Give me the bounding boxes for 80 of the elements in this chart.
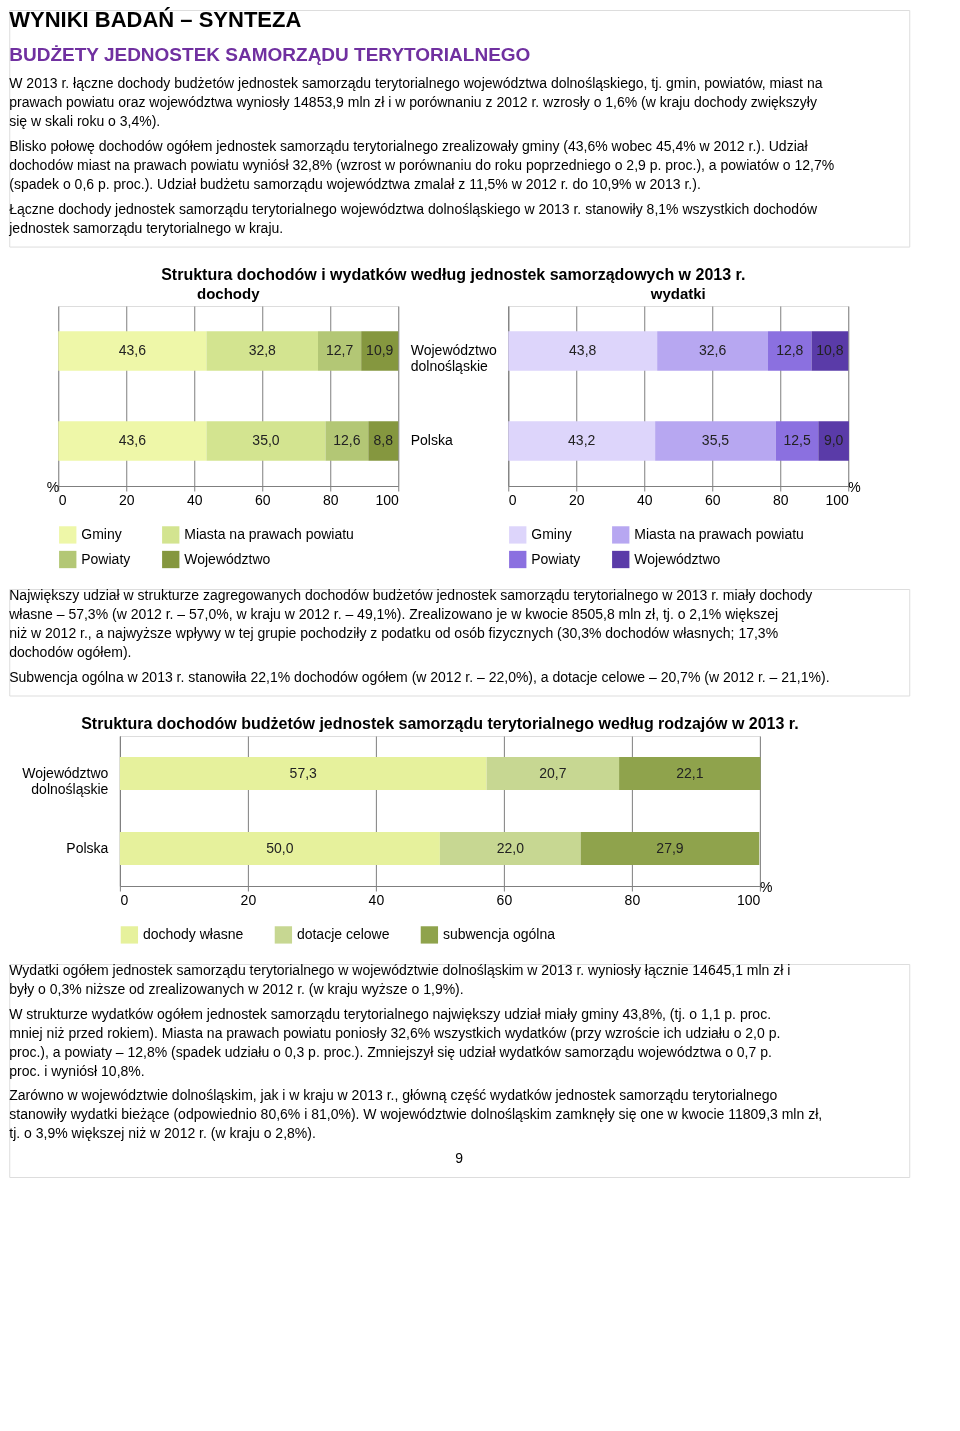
legend-label: Województwo [634,550,721,567]
text: Struktura dochodów i wydatków według jednostek samorządowych w 2013 r. [161,265,746,283]
x-tick-label: 20 [118,491,135,508]
x-axis-title: % [848,478,861,495]
y-tick-label: Polska [410,432,453,448]
x-tick-label: 80 [772,491,789,508]
text: Blisko połowę dochodów ogółem jednostek samorządu terytorialnego zrealizowały gminy (43,6% wobec 45,4% w 2012 r.). Udział dochodów miast na prawach powiatu wyniósł 32,8% (wzrost w porównaniu do roku poprzedniego o 2,9 p. proc.), a powiatów o 12,7% (spadek o 0,6 p. proc.). Udział budżetu samorządu województwa zmalał z 11,5% w 2012 r. do 10,9% w 2013 r.). [9,138,835,192]
bar [775,421,819,461]
data-label: 10,9 [366,342,394,358]
bar [768,331,812,371]
legend-label: Powiaty [531,550,581,567]
data-label: 9,0 [823,432,844,448]
text: Subwencja ogólna w 2013 r. stanowiła 22,1% dochodów ogółem (w 2012 r. – 22,0%), a dotacje celowe – 20,7% (w 2012 r. – 21,1%). [9,668,830,685]
x-tick-label: 0 [508,491,517,508]
bar [818,421,849,461]
data-label: 43,6 [118,432,147,448]
text: Wydatki ogółem jednostek samorządu terytorialnego w województwie dolnośląskim w 2013 r. wyniosły łącznie 14645,1 mln zł i były o 0,3% niższe od zrealizowanych w 2012 r. (w kraju wyższe o 1,9%). [9,962,791,997]
legend-label: dotacje celowe [296,925,390,942]
legend-label: Gminy [81,525,122,542]
data-label: 12,5 [783,432,811,448]
bar [508,331,658,371]
data-label: 35,0 [252,432,280,448]
x-axis-title: % [759,878,773,895]
data-label: 20,7 [539,764,567,781]
data-label: 22,0 [496,839,525,856]
data-label: 12,8 [776,342,804,358]
text: Największy udział w strukturze zagregowanych dochodów budżetów jednostek samorządu terytorialnego w 2013 r. miały dochody własne – 57,3% (w 2012 r. – 57,0%, w kraju w 2012 r. – 49,1%). Zrealizowano je w kwocie 8505,8 mln zł, tj. o 2,1% większej niż w 2012 r., a najwyższe wpływy w tej grupie pochodziły z podatku od osób fizycznych (30,3% dochodów własnych; 17,3% dochodów ogółem). [8,587,813,660]
text: 9 [455,1150,464,1167]
x-tick-label: 0 [58,491,67,508]
x-tick-label: 40 [368,891,385,908]
text: W 2013 r. łączne dochody budżetów jednostek samorządu terytorialnego województwa dolnośląskiego, tj. gmin, powiatów, miast na prawach powiatu oraz województwa wyniosły 14853,9 mln zł i w porównaniu z 2012 r. wzrosły o 1,6% (w kraju dochody zwiększyły się w skali roku o 3,4%). [9,75,823,130]
x-tick-label: 80 [624,891,641,908]
data-label: 35,5 [701,432,730,448]
x-tick-label: 100 [825,491,849,508]
x-tick-label: 20 [240,891,257,908]
text: Łączne dochody jednostek samorządu terytorialnego województwa dolnośląskiego w 2013 r. stanowiły 8,1% wszystkich dochodów jednostek samorządu terytorialnego w kraju. [8,200,818,236]
legend-label: dochody własne [142,925,244,942]
legend-label: Miasta na prawach powiatu [184,525,354,542]
x-tick-label: 80 [322,491,339,508]
chart-title: Struktura dochodów budżetów jednostek samorządu terytorialnego według rodzajów w 2013 r. [81,715,799,732]
bar [657,331,769,371]
data-label: 8,8 [373,432,394,448]
data-label: 43,6 [118,342,147,358]
text: WYNIKI BADAŃ – SYNTEZA [9,7,302,32]
data-label: 12,6 [333,432,361,448]
x-tick-label: 20 [568,491,585,508]
data-label: 32,8 [248,342,277,358]
data-label: 43,2 [568,432,596,448]
legend-label: Miasta na prawach powiatu [634,525,804,542]
text: BUDŻETY JEDNOSTEK SAMORZĄDU TERYTORIALNEGO [9,43,531,65]
x-tick-label: 40 [636,491,653,508]
x-axis-title: % [46,478,60,495]
y-tick-label: Województwo dolnośląskie [22,764,109,797]
data-label: 32,6 [698,342,727,358]
x-tick-label: 60 [496,891,513,908]
x-tick-label: 60 [704,491,721,508]
text: W strukturze wydatków ogółem jednostek samorządu terytorialnego największy udział miały gminy 43,8%, (tj. o 1,1 p. proc. mniej niż przed rokiem). Miasta na prawach powiatu poniosły 32,6% wszystkich wydatków (przy wzroście ich udziału o 2,0 p. proc.), a powiaty – 12,8% (spadek udziału o 0,3 p. proc.). Zmniejszył się udział wydatków samorządu województwa o 0,7 p. proc. i wyniósł 10,8%. [9,1005,781,1079]
data-label: 57,3 [289,764,318,781]
data-label: 50,0 [266,839,294,856]
data-label: 22,1 [676,764,704,781]
data-label: 43,8 [569,342,597,358]
legend-label: Gminy [531,525,572,542]
x-tick-label: 60 [254,491,271,508]
legend-label: Powiaty [81,550,131,567]
y-tick-label: Województwo dolnośląskie [410,342,498,374]
x-tick-label: 0 [120,891,129,908]
x-tick-label: 100 [737,891,761,908]
y-tick-label: Polska [66,839,109,856]
data-label: 12,7 [325,342,354,358]
chart-subtitle: wydatki [649,285,706,302]
chart-subtitle: dochody [197,285,261,302]
text: Zarówno w województwie dolnośląskim, jak i w kraju w 2013 r., główną część wydatków jednostek samorządu terytorialnego stanowiły wydatki bieżące (odpowiednio 80,6% i 81,0%). W województwie dolnośląskim zamknęły się one w kwocie 11809,3 mln zł, tj. o 3,9% większej niż w 2012 r. (w kraju o 2,8%). [9,1087,823,1142]
legend-label: Województwo [184,550,271,567]
data-label: 10,8 [816,342,844,358]
data-label: 27,9 [656,839,684,856]
x-tick-label: 40 [186,491,203,508]
bar [508,421,656,461]
bar [655,421,776,461]
x-tick-label: 100 [375,491,399,508]
legend-label: subwencja ogólna [442,925,556,942]
